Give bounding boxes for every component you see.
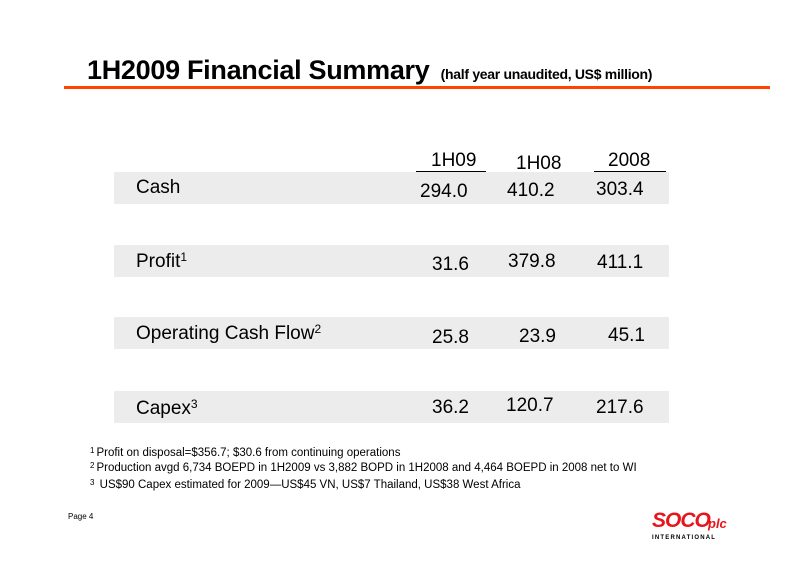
value-operating-cash-flow-1h08: 23.9 bbox=[519, 326, 556, 347]
row-label-profit: Profit1 bbox=[136, 250, 188, 272]
logo-brand: SOCO bbox=[652, 509, 711, 532]
soco-logo: SOCO plc INTERNATIONAL bbox=[652, 509, 728, 541]
row-label-cash: Cash bbox=[136, 177, 181, 198]
value-cash-1h08: 410.2 bbox=[507, 180, 555, 201]
logo-tagline: INTERNATIONAL bbox=[652, 535, 716, 541]
title-subtitle: (half year unaudited, US$ million) bbox=[440, 66, 653, 82]
value-capex-1h08: 120.7 bbox=[506, 395, 554, 416]
value-profit-1h08: 379.8 bbox=[508, 251, 556, 272]
column-header-2008: 2008 bbox=[608, 150, 651, 171]
value-profit-1h09: 31.6 bbox=[432, 254, 469, 275]
row-band-cash bbox=[114, 172, 669, 204]
column-header-1h09: 1H09 bbox=[431, 150, 477, 171]
page-number: Page 4 bbox=[68, 512, 94, 521]
value-capex-1h09: 36.2 bbox=[432, 397, 469, 418]
title-divider bbox=[64, 86, 770, 89]
row-label-operating-cash-flow: Operating Cash Flow2 bbox=[136, 322, 322, 344]
footnote-ref: 3 bbox=[190, 397, 198, 411]
footnote-2: 2 Production avgd 6,734 BOEPD in 1H2009 v… bbox=[90, 461, 637, 474]
row-band-profit bbox=[114, 245, 669, 277]
footnote-1: 1 Profit on disposal=$356.7; $30.6 from c… bbox=[90, 446, 401, 459]
value-operating-cash-flow-2008: 45.1 bbox=[608, 325, 645, 346]
row-band-operating-cash-flow bbox=[114, 317, 669, 349]
footnote-ref: 2 bbox=[314, 322, 322, 336]
column-header-1h08: 1H08 bbox=[516, 153, 562, 174]
footnote-ref: 1 bbox=[180, 250, 188, 264]
value-cash-2008: 303.4 bbox=[596, 179, 644, 200]
title-main: 1H2009 Financial Summary bbox=[87, 55, 430, 85]
value-capex-2008: 217.6 bbox=[596, 397, 644, 418]
value-operating-cash-flow-1h09: 25.8 bbox=[432, 327, 469, 348]
row-band-capex bbox=[114, 391, 669, 423]
row-label-capex: Capex3 bbox=[136, 397, 198, 419]
value-profit-2008: 411.1 bbox=[597, 252, 644, 273]
value-cash-1h09: 294.0 bbox=[420, 181, 468, 202]
footnote-3: 3 US$90 Capex estimated for 2009—US$45 V… bbox=[90, 478, 521, 491]
page-title: 1H2009 Financial Summary (half year unau… bbox=[87, 55, 652, 86]
logo-suffix: plc bbox=[707, 516, 728, 531]
